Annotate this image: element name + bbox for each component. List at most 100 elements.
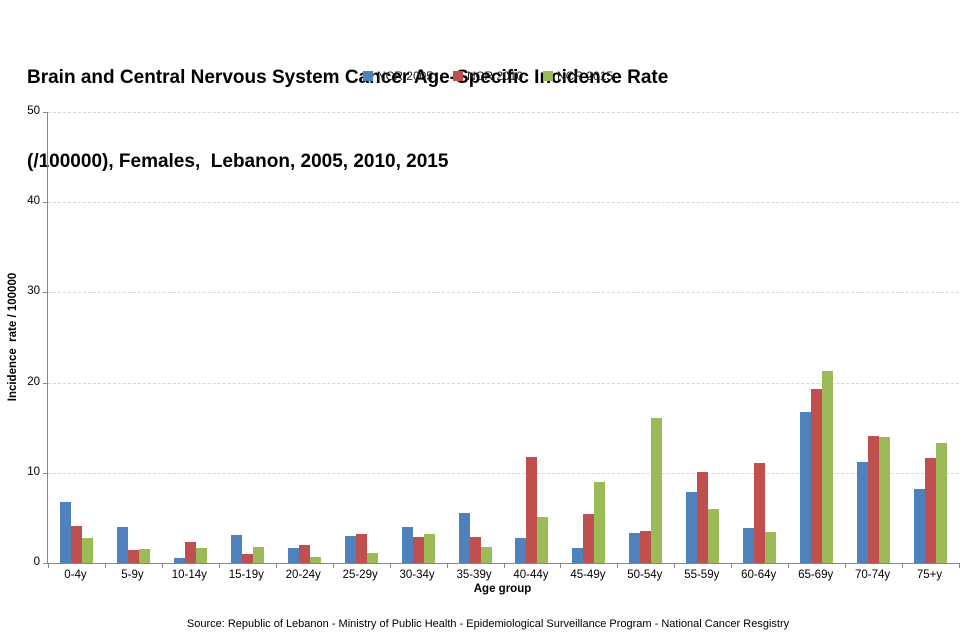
x-axis-tick-14	[845, 563, 847, 568]
x-axis-tick-5	[332, 563, 334, 568]
bar-group-5-9y	[105, 112, 162, 563]
bar-ncr-2005-35-39y	[458, 513, 470, 563]
bar-group-70-74y	[845, 112, 902, 563]
bar-ncr-2005-10-14y	[173, 558, 185, 563]
x-axis-label-70-74y: 70-74y	[855, 569, 891, 581]
chart-title: Brain and Central Nervous System Cancer …	[27, 8, 668, 232]
bar-group-65-69y	[788, 112, 845, 563]
bar-ncr-2005-15-19y	[230, 535, 242, 563]
legend-marker-icon	[362, 71, 373, 81]
bar-ncr-2010-45-49y	[583, 514, 595, 563]
bar-ncr-2005-30-34y	[401, 527, 413, 563]
x-axis-tick-10	[617, 563, 619, 568]
bar-group-75-y	[902, 112, 959, 563]
legend: NCR 2005 NCR 2010 NCR 2015	[0, 68, 976, 84]
bar-group-10-14y	[162, 112, 219, 563]
x-axis-label-10-14y: 10-14y	[171, 569, 207, 581]
x-axis-label-25-29y: 25-29y	[342, 569, 378, 581]
bar-ncr-2010-20-24y	[298, 545, 310, 563]
legend-item-ncr-2015: NCR 2015	[543, 69, 613, 83]
x-axis-label-30-34y: 30-34y	[399, 569, 435, 581]
bar-group-50-54y	[617, 112, 674, 563]
x-axis-tick-12	[731, 563, 733, 568]
x-axis-tick-2	[161, 563, 163, 568]
x-axis-label-40-44y: 40-44y	[513, 569, 549, 581]
bar-ncr-2015-10-14y	[195, 548, 207, 563]
y-axis-tick-50	[43, 112, 48, 113]
bar-ncr-2010-0-4y	[70, 526, 82, 563]
y-axis-label-40: 40	[27, 195, 40, 208]
x-axis-label-5-9y: 5-9y	[121, 569, 144, 581]
bar-ncr-2005-50-54y	[629, 533, 641, 563]
bar-ncr-2015-5-9y	[138, 549, 150, 563]
bar-ncr-2010-65-69y	[811, 389, 823, 563]
bar-ncr-2005-5-9y	[116, 527, 128, 563]
bar-ncr-2005-75-y	[914, 489, 926, 563]
bar-ncr-2005-25-29y	[344, 536, 356, 563]
x-axis-tick-13	[788, 563, 790, 568]
y-axis-tick-10	[43, 472, 48, 474]
legend-label: NCR 2010	[466, 69, 524, 83]
bar-ncr-2005-0-4y	[59, 502, 71, 563]
gridline-y-30	[48, 292, 959, 294]
y-axis-label-20: 20	[27, 375, 40, 388]
x-axis-tick-15	[902, 563, 904, 568]
x-axis-label-45-49y: 45-49y	[570, 569, 606, 581]
bar-ncr-2005-70-74y	[857, 462, 869, 563]
bar-ncr-2010-10-14y	[184, 542, 196, 563]
gridline-y-40	[48, 202, 959, 204]
bar-group-35-39y	[447, 112, 504, 563]
x-axis-label-60-64y: 60-64y	[741, 569, 777, 581]
y-axis-tick-30	[43, 292, 48, 294]
x-axis-tick-0	[48, 563, 49, 568]
bar-ncr-2010-5-9y	[127, 550, 139, 563]
x-axis-tick-16	[959, 563, 960, 568]
bar-ncr-2015-65-69y	[822, 371, 834, 563]
y-axis-tick-20	[43, 382, 48, 384]
bar-ncr-2015-40-44y	[537, 517, 549, 563]
bar-ncr-2005-55-59y	[686, 492, 698, 563]
legend-label: NCR 2015	[557, 69, 614, 83]
bar-ncr-2015-0-4y	[81, 538, 93, 563]
x-axis-title: Age group	[473, 583, 532, 595]
x-axis-tick-7	[446, 563, 448, 568]
bar-group-15-19y	[219, 112, 276, 563]
chart-title-line2: (/100000), Females, Lebanon, 2005, 2010,…	[27, 151, 449, 172]
x-axis-label-75-y: 75+y	[916, 569, 943, 581]
bar-ncr-2010-60-64y	[754, 463, 766, 563]
legend-marker-icon	[543, 71, 554, 81]
bar-ncr-2005-65-69y	[800, 412, 812, 563]
bar-ncr-2015-60-64y	[765, 532, 777, 563]
x-axis-label-35-39y: 35-39y	[456, 569, 492, 581]
plot-area: 0 10 20 30 40 50	[27, 105, 960, 568]
bar-ncr-2015-50-54y	[651, 418, 663, 563]
bar-ncr-2015-25-29y	[366, 553, 378, 563]
legend-item-ncr-2005: NCR 2005	[362, 69, 433, 83]
y-axis-label-50: 50	[27, 105, 40, 117]
x-axis-tick-8	[503, 563, 505, 568]
x-axis-tick-4	[275, 563, 277, 568]
bar-ncr-2010-30-34y	[412, 537, 424, 563]
bar-group-25-29y	[333, 112, 390, 563]
x-axis-label-20-24y: 20-24y	[285, 569, 321, 581]
bar-group-30-34y	[390, 112, 447, 563]
x-axis-tick-9	[560, 563, 562, 568]
x-axis-tick-3	[218, 563, 220, 568]
chart-title-line1: Brain and Central Nervous System Cancer …	[27, 67, 669, 88]
bar-ncr-2005-20-24y	[287, 548, 299, 563]
x-axis-label-0-4y: 0-4y	[64, 569, 87, 581]
bar-ncr-2015-55-59y	[708, 509, 720, 563]
bar-ncr-2015-45-49y	[594, 482, 606, 563]
bar-ncr-2005-40-44y	[515, 538, 527, 563]
x-axis-label-55-59y: 55-59y	[684, 569, 720, 581]
y-axis-tick-0	[43, 563, 48, 564]
legend-item-ncr-2010: NCR 2010	[452, 69, 524, 83]
bar-group-0-4y	[48, 112, 105, 563]
bar-ncr-2010-15-19y	[241, 554, 253, 563]
y-axis-label-30: 30	[27, 285, 40, 298]
source-note: Source: Republic of Lebanon - Ministry o…	[186, 618, 790, 630]
bar-ncr-2010-50-54y	[640, 531, 652, 563]
bar-ncr-2010-55-59y	[697, 472, 709, 563]
bar-ncr-2010-40-44y	[526, 457, 538, 563]
